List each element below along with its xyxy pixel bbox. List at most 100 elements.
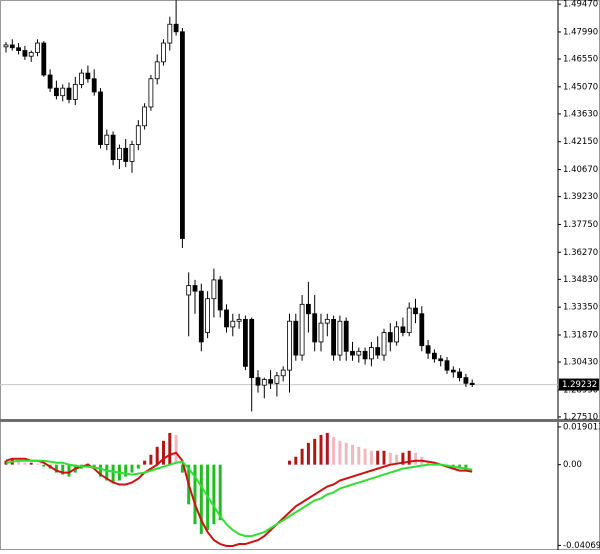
histogram-bar — [382, 450, 386, 465]
histogram-bar — [344, 442, 348, 465]
candle-body — [110, 134, 116, 160]
candle-body — [280, 369, 286, 377]
candle-body — [98, 91, 103, 145]
y-tick-label: 1.45070 — [563, 82, 598, 92]
current-price-label: 1.29232 — [562, 380, 597, 390]
histogram-bar — [351, 444, 354, 465]
histogram-bar — [294, 456, 298, 465]
candle-body — [179, 31, 185, 239]
candle-body — [41, 42, 47, 76]
candle-body — [79, 72, 84, 85]
y-tick-label: 1.47990 — [563, 27, 598, 37]
histogram-bar — [332, 436, 336, 465]
candle-body — [135, 125, 141, 145]
histogram-bar — [395, 454, 399, 465]
histogram-bar — [180, 464, 184, 473]
candle-body — [394, 326, 400, 343]
y-tick-label: 0.00 — [563, 460, 582, 470]
candle-body — [230, 320, 236, 328]
candle-body — [406, 307, 412, 333]
histogram-bar — [306, 442, 310, 465]
candle-body — [85, 72, 91, 80]
histogram-bar — [143, 460, 147, 465]
candle-body — [343, 320, 349, 352]
histogram-bar — [54, 464, 58, 473]
histogram-bar — [149, 454, 153, 465]
candle-body — [287, 320, 292, 371]
candle-body — [186, 285, 192, 296]
y-tick-label: -0.040694 — [563, 541, 600, 550]
histogram-bar — [376, 450, 380, 465]
histogram-bar — [130, 464, 134, 473]
histogram-bar — [199, 464, 203, 535]
y-tick-label: 1.39230 — [563, 192, 598, 202]
histogram-bar — [325, 432, 329, 465]
candle-body — [261, 379, 267, 386]
histogram-bar — [319, 434, 323, 465]
y-tick-label: 1.49470 — [563, 0, 598, 10]
candle-body — [60, 87, 66, 97]
candle-body — [148, 78, 154, 108]
histogram-bar — [212, 464, 216, 525]
candle-body — [381, 332, 387, 356]
candle-body — [312, 313, 318, 343]
candle-body — [438, 358, 444, 362]
histogram-bar — [61, 464, 65, 475]
histogram-bar — [155, 446, 159, 465]
candle-body — [129, 144, 135, 162]
histogram-bar — [388, 452, 392, 465]
candle-body — [72, 84, 78, 100]
candle-body — [274, 375, 280, 384]
candle-body — [375, 347, 381, 356]
candle-body — [268, 379, 274, 384]
candle-body — [299, 303, 305, 356]
histogram-bar — [369, 450, 373, 465]
candle-body — [192, 285, 198, 292]
candle-body — [198, 290, 204, 343]
candle-body — [457, 371, 463, 379]
histogram-bar — [36, 463, 39, 465]
y-tick-label: 1.31870 — [563, 330, 598, 340]
candle-body — [444, 360, 450, 371]
candle-body — [104, 134, 110, 145]
macd-line — [5, 459, 473, 538]
candle-body — [16, 47, 22, 51]
candle-body — [236, 318, 242, 322]
histogram-bar — [124, 464, 128, 477]
histogram-bar — [357, 446, 361, 465]
candle-body — [305, 303, 311, 315]
candle-body — [3, 44, 9, 48]
candle-body — [249, 318, 255, 379]
histogram-bar — [162, 440, 165, 465]
histogram-bar — [193, 464, 197, 525]
histogram-bar — [23, 462, 27, 465]
candle-body — [431, 352, 437, 360]
candle-body — [224, 309, 229, 328]
candle-body — [419, 313, 425, 347]
y-tick-label: 1.46550 — [563, 55, 598, 65]
histogram-bar — [218, 464, 222, 521]
panel-separator — [0, 419, 600, 422]
candle-body — [142, 106, 148, 127]
candle-body — [54, 87, 59, 97]
y-tick-label: 1.37750 — [563, 220, 598, 230]
candle-body — [337, 320, 343, 356]
histogram-bar — [105, 464, 109, 481]
candle-body — [356, 350, 362, 356]
y-tick-label: 1.30430 — [563, 358, 598, 368]
candle-body — [368, 347, 374, 360]
histogram-bar — [407, 450, 411, 465]
candle-body — [35, 42, 40, 53]
candle-body — [387, 332, 393, 343]
candle-body — [161, 42, 166, 63]
candle-body — [217, 279, 223, 311]
candle-body — [362, 350, 368, 360]
candle-body — [450, 369, 456, 373]
candle-body — [28, 52, 34, 57]
histogram-bar — [288, 460, 291, 465]
histogram-bar — [136, 464, 140, 469]
candle-body — [293, 320, 299, 356]
candle-body — [400, 326, 406, 333]
histogram-bar — [363, 448, 367, 465]
